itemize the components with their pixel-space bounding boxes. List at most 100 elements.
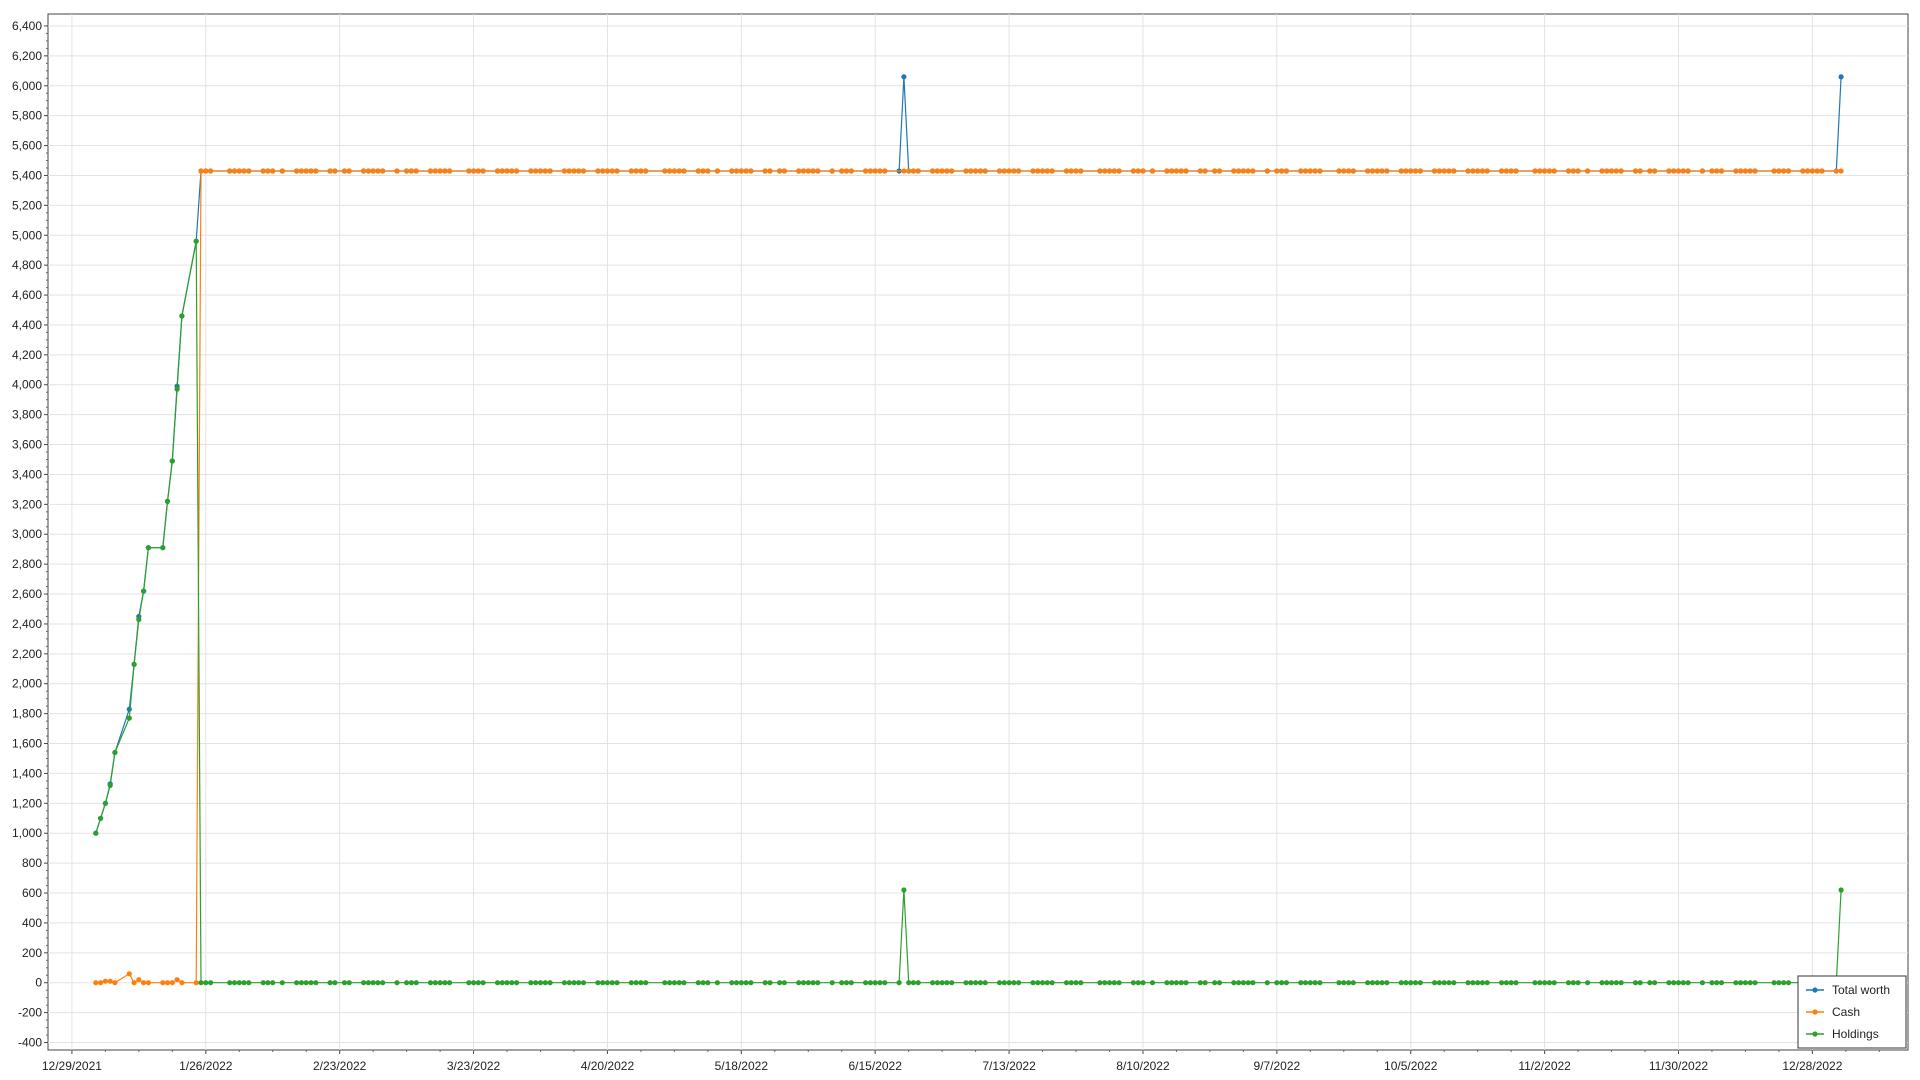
data-point bbox=[901, 168, 907, 174]
data-point bbox=[810, 168, 816, 174]
data-point bbox=[796, 168, 802, 174]
data-point bbox=[982, 980, 988, 986]
data-point bbox=[743, 168, 749, 174]
data-point bbox=[1513, 168, 1519, 174]
data-point bbox=[1140, 980, 1146, 986]
data-point bbox=[863, 980, 869, 986]
data-point bbox=[1718, 980, 1725, 986]
data-point bbox=[906, 980, 912, 986]
data-point bbox=[944, 980, 950, 986]
data-point bbox=[303, 980, 309, 986]
data-point bbox=[1240, 980, 1246, 986]
data-point bbox=[1006, 980, 1012, 986]
data-point bbox=[1236, 980, 1242, 986]
data-point bbox=[638, 168, 644, 174]
data-point bbox=[1532, 168, 1538, 174]
data-point bbox=[949, 168, 955, 174]
data-point bbox=[365, 168, 371, 174]
data-point bbox=[1264, 980, 1270, 986]
data-point bbox=[643, 168, 649, 174]
data-point bbox=[404, 168, 410, 174]
data-point bbox=[777, 168, 783, 174]
data-point bbox=[1169, 168, 1175, 174]
data-point bbox=[781, 980, 787, 986]
x-tick-label: 4/20/2022 bbox=[581, 1059, 635, 1073]
data-point bbox=[1412, 980, 1419, 986]
data-point bbox=[174, 977, 180, 983]
legend: Total worth Cash Holdings bbox=[1797, 975, 1907, 1049]
data-point bbox=[973, 980, 979, 986]
data-point bbox=[800, 980, 807, 986]
data-point bbox=[227, 168, 233, 174]
data-point bbox=[270, 168, 276, 174]
data-point bbox=[1714, 168, 1720, 174]
data-point bbox=[1403, 980, 1409, 986]
y-tick-label: 2,400 bbox=[12, 617, 42, 631]
data-point bbox=[1379, 980, 1385, 986]
data-point bbox=[1809, 168, 1815, 174]
data-point bbox=[1202, 168, 1208, 174]
data-point bbox=[1183, 980, 1189, 986]
data-point bbox=[198, 168, 204, 174]
data-point bbox=[1604, 168, 1610, 174]
data-point bbox=[1374, 980, 1380, 986]
data-point bbox=[1714, 980, 1720, 986]
data-point bbox=[1508, 980, 1514, 986]
data-point bbox=[1417, 168, 1423, 174]
data-point bbox=[848, 168, 854, 174]
data-point bbox=[1403, 168, 1409, 174]
data-point bbox=[499, 980, 505, 986]
data-point bbox=[1384, 168, 1390, 174]
data-point bbox=[1436, 980, 1442, 986]
data-point bbox=[1675, 168, 1682, 174]
y-tick-label: 1,000 bbox=[12, 826, 42, 840]
data-point bbox=[408, 168, 414, 174]
y-tick-label: 800 bbox=[22, 856, 42, 870]
data-point bbox=[1063, 168, 1070, 174]
data-point bbox=[1446, 980, 1452, 986]
data-point bbox=[1537, 168, 1543, 174]
y-tick-label: 600 bbox=[22, 886, 42, 900]
data-point bbox=[1613, 168, 1619, 174]
data-point bbox=[1781, 980, 1787, 986]
y-tick-label: 2,200 bbox=[12, 647, 42, 661]
data-point bbox=[227, 980, 233, 986]
y-tick-label: 1,800 bbox=[12, 707, 42, 721]
data-point bbox=[1044, 168, 1050, 174]
data-point bbox=[1685, 980, 1691, 986]
data-point bbox=[1302, 168, 1309, 174]
data-point bbox=[1030, 980, 1036, 986]
y-tick-label: 3,200 bbox=[12, 497, 42, 511]
series-total-worth bbox=[93, 74, 1844, 836]
data-point bbox=[1709, 980, 1715, 986]
data-point bbox=[977, 980, 984, 986]
data-point bbox=[934, 168, 941, 174]
data-point bbox=[638, 980, 644, 986]
data-point bbox=[867, 980, 874, 986]
data-point bbox=[528, 980, 534, 986]
data-point bbox=[447, 980, 453, 986]
data-point bbox=[681, 168, 687, 174]
data-point bbox=[509, 168, 515, 174]
data-point bbox=[1164, 980, 1170, 986]
data-point bbox=[1341, 980, 1347, 986]
data-point bbox=[829, 980, 835, 986]
data-point bbox=[471, 980, 477, 986]
data-point bbox=[1532, 980, 1538, 986]
data-point bbox=[107, 782, 113, 789]
data-point bbox=[1814, 168, 1820, 174]
data-point bbox=[1599, 980, 1605, 986]
data-point bbox=[246, 980, 252, 986]
x-tick-label: 12/28/2022 bbox=[1782, 1059, 1842, 1073]
data-point bbox=[700, 980, 706, 986]
series-line bbox=[95, 241, 1842, 984]
data-point bbox=[203, 980, 209, 986]
data-point bbox=[1030, 168, 1036, 174]
data-point bbox=[1575, 168, 1581, 174]
legend-marker bbox=[1812, 987, 1818, 993]
data-point bbox=[1685, 168, 1691, 174]
data-point bbox=[466, 980, 472, 986]
data-point bbox=[1178, 168, 1184, 174]
data-point bbox=[361, 168, 367, 174]
data-point bbox=[1570, 168, 1576, 174]
